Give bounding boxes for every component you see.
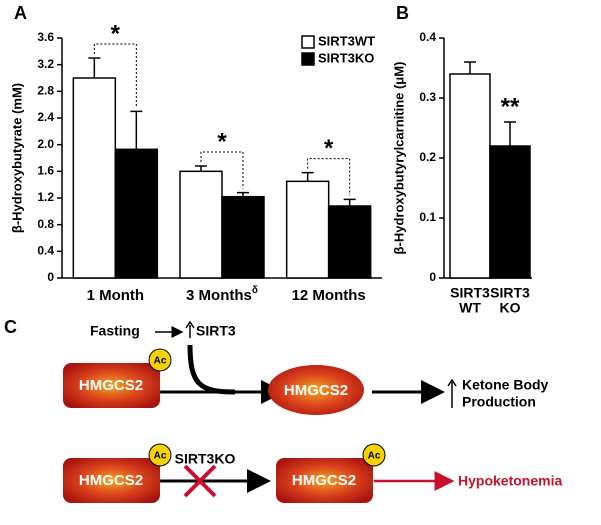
error-bar xyxy=(195,165,207,172)
significance: * xyxy=(111,20,121,47)
y-tick-label: 2.0 xyxy=(37,137,54,151)
x-tick-label: 12 Months xyxy=(292,287,366,304)
bar xyxy=(449,73,491,279)
error-bar xyxy=(88,57,101,78)
panel-label: C xyxy=(4,317,17,337)
error-bar xyxy=(301,171,314,182)
bar xyxy=(489,145,531,279)
significance: * xyxy=(324,135,334,162)
legend-label: SIRT3KO xyxy=(318,50,374,65)
sig-bracket xyxy=(307,158,351,196)
up-arrow-head xyxy=(185,320,195,329)
ac-label: Ac xyxy=(154,356,167,367)
result: Hypoketonemia xyxy=(458,473,562,489)
bar xyxy=(179,170,223,279)
y-tick-label: 3.6 xyxy=(37,30,54,44)
y-tick-label: 0 xyxy=(47,270,54,284)
node-box xyxy=(63,458,160,503)
panel-label: B xyxy=(396,3,409,23)
legend-label: SIRT3WT xyxy=(318,33,375,48)
ac-badge xyxy=(362,443,386,467)
curved-arrow xyxy=(187,344,236,395)
x-tick-label: WT xyxy=(459,300,481,316)
y-tick-label: 0.4 xyxy=(37,244,54,258)
x-tick-label: KO xyxy=(500,300,521,316)
category: 1 Month xyxy=(87,287,145,304)
bar xyxy=(327,205,372,279)
y-tick-label: 2.8 xyxy=(37,84,54,98)
y-axis-label: β-Hydroxybutyrate (mM) xyxy=(9,83,24,233)
y-tick-label: 0 xyxy=(429,270,436,284)
sig-bracket xyxy=(93,43,137,108)
node-label: HMGCS2 xyxy=(79,377,143,394)
x-tick-label: SIRT3 xyxy=(490,285,530,301)
ac-label: Ac xyxy=(368,451,381,462)
bar xyxy=(72,77,117,279)
node-box xyxy=(276,458,373,503)
y-tick-label: 0.4 xyxy=(419,30,436,44)
significance: * xyxy=(217,128,227,155)
y-tick-label: 0.3 xyxy=(419,90,436,104)
error-bar xyxy=(237,191,249,197)
legend-swatch xyxy=(301,52,315,66)
x-tick-label: 3 Monthsδ xyxy=(186,285,258,304)
chart-b: 0 0.1 0.2 0.3 0.4 β-Hydroxybutyrylcarnitine (… xyxy=(391,3,532,316)
y-tick-label: 0.1 xyxy=(419,210,436,224)
diagram: C Fasting SIRT3 HMGCS2 Ac HMGCS2 Ketone … xyxy=(4,317,562,503)
category: 3 Months xyxy=(186,287,252,304)
category-superscript: δ xyxy=(252,285,258,296)
category: 12 Months xyxy=(292,287,366,304)
node-label: HMGCS2 xyxy=(79,472,143,489)
y-tick-label: 0.8 xyxy=(37,217,54,231)
panel-label: A xyxy=(14,3,27,23)
x-tick-label: 1 Month xyxy=(87,287,145,304)
y-axis-label: β-Hydroxybutyrylcarnitine (μM) xyxy=(391,62,406,255)
ac-label: Ac xyxy=(154,451,167,462)
outcome: Production xyxy=(462,394,536,410)
bar xyxy=(285,180,330,279)
effect: SIRT3 xyxy=(196,323,236,339)
sig-bracket xyxy=(200,151,244,189)
error-bar xyxy=(130,110,143,150)
error-bar xyxy=(464,61,476,74)
y-tick-label: 0.2 xyxy=(419,150,436,164)
up-arrow-head xyxy=(447,378,457,387)
node-label: HMGCS2 xyxy=(292,472,356,489)
block-x xyxy=(183,464,217,498)
bar xyxy=(114,148,159,279)
error-bar xyxy=(504,121,516,146)
outcome: Ketone Body xyxy=(462,377,549,393)
bar xyxy=(221,195,265,279)
node-box xyxy=(63,363,160,408)
ac-badge xyxy=(148,443,172,467)
chart-a: 0 0.4 0.8 1.2 1.6 2.0 2.4 2.8 3.2 3.6 β-Hydroxybut… xyxy=(9,3,382,304)
knockout: SIRT3KO xyxy=(175,451,236,467)
y-tick-label: 1.6 xyxy=(37,164,54,178)
node-ellipse xyxy=(268,365,364,415)
y-tick-label: 1.2 xyxy=(37,190,54,204)
legend-swatch xyxy=(301,35,315,49)
ac-badge xyxy=(148,348,172,372)
error-bar xyxy=(343,198,356,206)
y-tick-label: 3.2 xyxy=(37,57,54,71)
significance: ** xyxy=(501,93,520,120)
node-label: HMGCS2 xyxy=(284,382,348,399)
trigger: Fasting xyxy=(90,323,140,339)
y-tick-label: 2.4 xyxy=(37,110,54,124)
x-tick-label: SIRT3 xyxy=(450,285,490,301)
